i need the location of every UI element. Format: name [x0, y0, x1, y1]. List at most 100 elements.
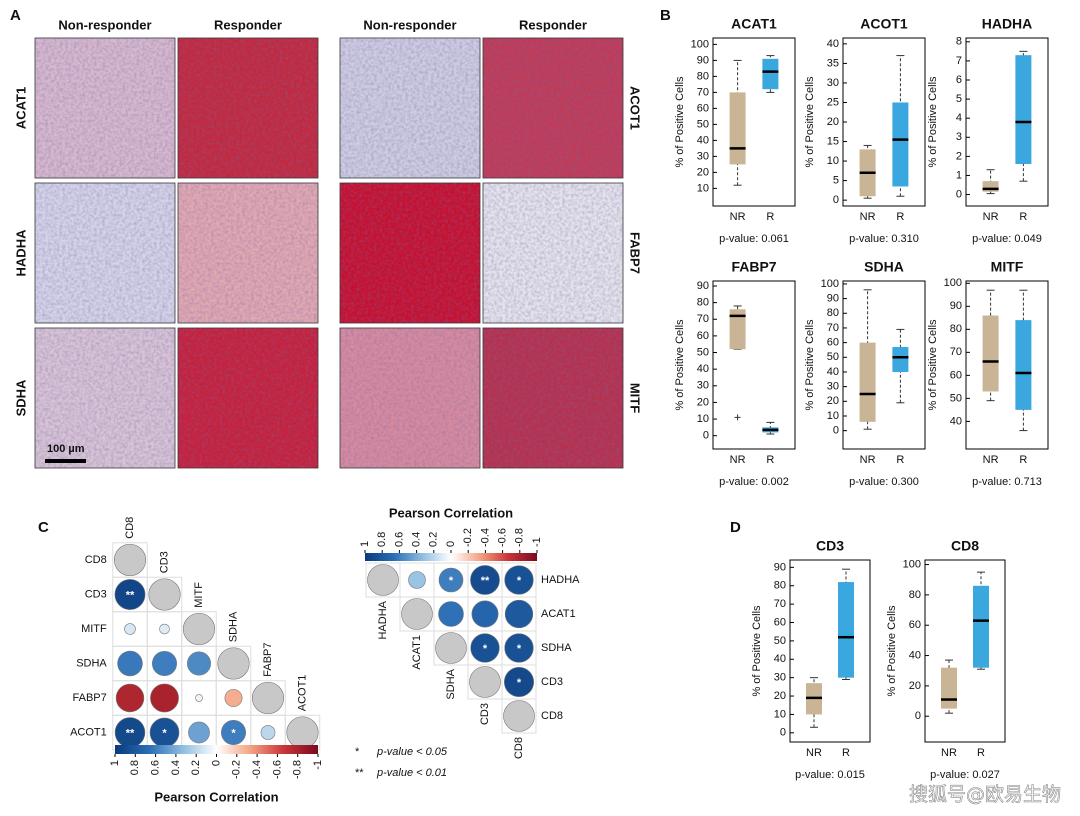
caption: p-value: 0.049: [972, 233, 1042, 245]
correlation-circle: [504, 565, 534, 595]
chart-title: HADHA: [982, 16, 1033, 32]
y-tick-label: 10: [774, 708, 786, 720]
significance: *: [483, 643, 488, 655]
y-tick-label: 7: [956, 55, 962, 67]
colorbar-tick-label: 0.2: [190, 760, 202, 775]
colorbar-tick-label: 0: [445, 541, 457, 547]
y-tick-label: 10: [827, 410, 839, 422]
correlation-circle: [159, 623, 170, 635]
box: [1015, 320, 1032, 410]
correlation-circle: [152, 651, 177, 676]
significance: *: [517, 575, 522, 587]
y-tick-label: 40: [774, 653, 786, 665]
colorbar-tick-label: 0.6: [393, 532, 405, 547]
x-tick-label: NR: [983, 454, 999, 466]
correlation-circle: [401, 598, 433, 630]
histology-texture: [35, 38, 175, 178]
chart-title: CD8: [951, 538, 979, 554]
correlation-circle: [251, 681, 285, 715]
y-tick-label: 50: [697, 118, 709, 130]
y-tick-label: 60: [950, 369, 962, 381]
significance: **: [126, 589, 135, 601]
histology-texture: [35, 328, 175, 468]
histology-texture: [483, 328, 623, 468]
y-tick-label: 20: [909, 680, 921, 692]
y-tick-label: 15: [827, 135, 839, 147]
colorbar-tick-label: -0.6: [497, 528, 509, 547]
y-tick-label: 80: [909, 589, 921, 601]
histology-texture: [35, 183, 175, 323]
y-tick-label: 90: [697, 280, 709, 292]
colorbar-tick-label: -0.2: [462, 528, 474, 547]
row-label: MITF: [628, 383, 643, 413]
chart-title: ACOT1: [860, 16, 908, 32]
row-label: ACAT1: [13, 87, 28, 129]
histology-texture: [483, 183, 623, 323]
watermark: 搜狐号@欧易生物: [909, 784, 1061, 806]
correlation-circle: [217, 647, 250, 680]
box: [982, 181, 999, 192]
correlation-circle: [504, 599, 534, 629]
colorbar-tick-label: -0.8: [292, 760, 304, 779]
x-tick-label: NR: [860, 454, 876, 466]
x-tick-label: R: [896, 454, 904, 466]
colorbar-tick-label: -0.4: [251, 760, 263, 779]
y-tick-label: 50: [950, 392, 962, 404]
row-label: CD3: [541, 676, 563, 688]
correlation-circle: [438, 567, 464, 593]
histology-texture: [340, 328, 480, 468]
x-tick-label: NR: [806, 747, 822, 759]
y-tick-label: 60: [827, 337, 839, 349]
y-tick-label: 80: [950, 323, 962, 335]
colorbar: [365, 553, 537, 561]
x-tick-label: NR: [983, 211, 999, 223]
correlation-circle: [503, 700, 535, 732]
y-tick-label: 50: [697, 346, 709, 358]
significance: **: [481, 575, 490, 587]
note-text: p-value < 0.05: [376, 746, 448, 758]
y-axis-label: % of Positive Cells: [751, 605, 763, 697]
y-tick-label: 10: [697, 182, 709, 194]
y-tick-label: 40: [827, 38, 839, 50]
colorbar-tick-label: 0.8: [376, 532, 388, 547]
colorbar-tick-label: 0.6: [150, 760, 162, 775]
y-tick-label: 30: [827, 381, 839, 393]
box: [729, 92, 746, 165]
x-tick-label: R: [896, 211, 904, 223]
correlation-circle: [435, 632, 467, 664]
plot-frame: [842, 37, 926, 207]
outlier: [734, 414, 741, 421]
colorbar-tick-label: 0.2: [428, 532, 440, 547]
correlation-circle: [224, 689, 243, 707]
note-symbol: **: [355, 767, 364, 779]
chart-title: ACAT1: [731, 16, 777, 32]
y-tick-label: 70: [827, 322, 839, 334]
colorbar-tick-label: -0.4: [479, 528, 491, 547]
caption: p-value: 0.027: [930, 769, 1000, 781]
y-tick-label: 5: [956, 93, 962, 105]
x-tick-label: NR: [730, 211, 746, 223]
y-tick-label: 100: [903, 558, 921, 570]
column-label: CD3: [479, 703, 491, 725]
y-tick-label: 35: [827, 57, 839, 69]
box: [982, 315, 999, 392]
box: [838, 582, 854, 678]
y-tick-label: 90: [697, 54, 709, 66]
y-tick-label: 80: [697, 70, 709, 82]
y-tick-label: 5: [833, 175, 839, 187]
y-tick-label: 40: [697, 363, 709, 375]
caption: p-value: 0.310: [849, 233, 919, 245]
y-tick-label: 100: [821, 278, 839, 290]
y-tick-label: 0: [703, 430, 709, 442]
x-tick-label: NR: [730, 454, 746, 466]
y-tick-label: 50: [774, 635, 786, 647]
y-tick-label: 0: [915, 710, 921, 722]
y-tick-label: 80: [774, 580, 786, 592]
y-tick-label: 20: [827, 116, 839, 128]
y-tick-label: 0: [833, 425, 839, 437]
column-header: Responder: [519, 17, 587, 32]
cell: [501, 698, 537, 734]
y-tick-label: 1: [956, 169, 962, 181]
row-label: SDHA: [76, 657, 107, 669]
colorbar-tick-label: 1: [359, 541, 371, 547]
